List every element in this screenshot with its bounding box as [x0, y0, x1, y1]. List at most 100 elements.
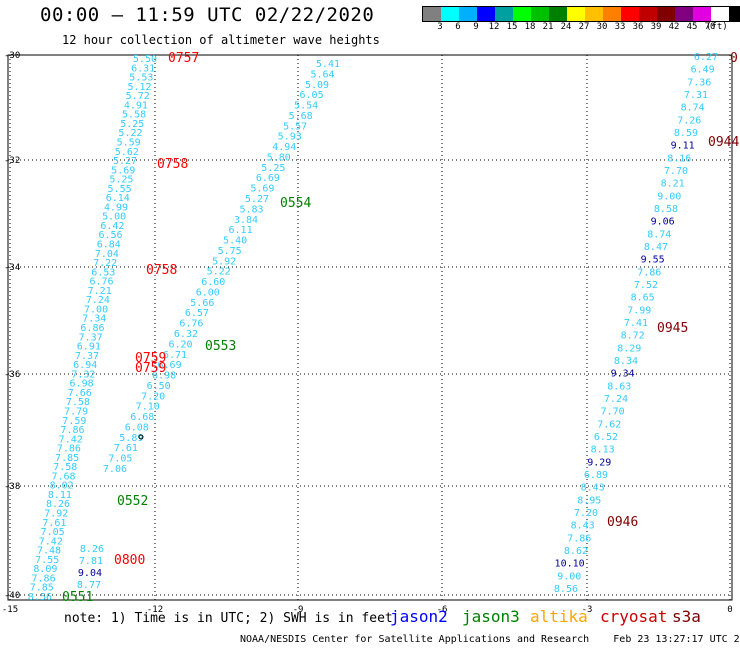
left-track-value: 7.59 [62, 416, 86, 427]
scale-label: 24 [560, 22, 572, 32]
scale-swatch [495, 7, 513, 21]
lon-tick-label: -12 [147, 605, 163, 615]
left-track-value: 6.76 [89, 277, 113, 288]
right-track-value: 8.56 [554, 584, 578, 595]
middle-track-value: 5.80 [267, 152, 291, 163]
scale-swatch [423, 7, 441, 21]
scale-swatch [621, 7, 639, 21]
right-track-value: 8.43 [581, 483, 605, 494]
plot-frame [7, 54, 733, 601]
scale-swatch [531, 7, 549, 21]
middle-track-value: 6.71 [163, 350, 187, 361]
footer-credit: NOAA/NESDIS Center for Satellite Applica… [240, 634, 740, 645]
middle-track-value: 6.57 [185, 308, 209, 319]
scale-label: 15 [506, 22, 518, 32]
left-track-value: 5.72 [126, 91, 150, 102]
right-track-value: 7.99 [627, 305, 651, 316]
middle-track-value: 5.89 [119, 433, 143, 444]
right-track-value: 8.95 [577, 495, 601, 506]
scale-label: 39 [650, 22, 662, 32]
left-track-value: 4.91 [124, 100, 148, 111]
middle-track-value: 6.76 [179, 319, 203, 330]
time-label: 0553 [205, 339, 236, 354]
right-track-value: 7.20 [574, 508, 598, 519]
right-track-value: 9.06 [651, 217, 675, 228]
left-track-value: 8.09 [33, 564, 57, 575]
left-track-value: 5.22 [118, 128, 142, 139]
scale-swatch [459, 7, 477, 21]
right-track-value: 6.49 [691, 65, 715, 76]
left-track-value: 7.86 [60, 425, 84, 436]
lat-tick-label: -40 [4, 591, 20, 601]
satellite-label-jason3: jason3 [462, 607, 520, 626]
middle-track-value: 6.11 [229, 225, 253, 236]
lat-tick-label: -32 [4, 156, 20, 166]
left-track-value: 7.24 [86, 295, 110, 306]
middle-track-value: 5.83 [239, 204, 263, 215]
middle-track-value: 5.75 [218, 246, 242, 257]
middle-track-value: 6.08 [125, 422, 149, 433]
left-track-value: 7.00 [84, 304, 108, 315]
middle-track-value: 5.27 [245, 194, 269, 205]
scale-swatch [477, 7, 495, 21]
time-label: 0 [730, 51, 738, 66]
left-track-value: 8.02 [50, 481, 74, 492]
right-track-value: 7.26 [677, 115, 701, 126]
right-track-value: 7.31 [684, 90, 708, 101]
left-inner-value: 8.77 [77, 580, 101, 591]
right-track-value: 9.00 [657, 191, 681, 202]
scale-label: 45 [686, 22, 698, 32]
time-label: 0944 [708, 135, 739, 150]
middle-track-value: 6.69 [256, 173, 280, 184]
left-track-value: 7.32 [71, 369, 95, 380]
middle-track-value: 5.64 [310, 69, 334, 80]
middle-track-value: 6.20 [168, 339, 192, 350]
lon-tick-label: -3 [582, 605, 593, 615]
left-inner-value: 7.81 [79, 556, 103, 567]
left-track-value: 6.53 [91, 267, 115, 278]
lon-tick-label: -9 [293, 605, 304, 615]
left-track-value: 7.42 [59, 434, 83, 445]
right-track-value: 9.34 [611, 369, 635, 380]
right-track-value: 8.34 [614, 356, 638, 367]
lat-tick-label: -34 [4, 263, 20, 273]
right-track-value: 8.62 [564, 546, 588, 557]
satellite-label-jason2: jason2 [390, 607, 448, 626]
time-label: 0946 [607, 515, 638, 530]
right-track-value: 8.65 [631, 293, 655, 304]
left-track-value: 7.85 [55, 453, 79, 464]
left-track-value: 5.62 [115, 147, 139, 158]
left-track-value: 6.56 [99, 230, 123, 241]
left-inner-value: 8.26 [80, 544, 104, 555]
middle-track-value: 3.84 [234, 215, 258, 226]
scale-swatch [729, 7, 740, 21]
scale-label: 36 [632, 22, 644, 32]
middle-track-value: 5.25 [261, 163, 285, 174]
right-track-value: 6.89 [584, 470, 608, 481]
satellite-label-s3a: s3a [672, 607, 701, 626]
right-track-value: 6.27 [694, 52, 718, 63]
satellite-label-altika: altika [530, 607, 588, 626]
note-text: note: 1) Time is in UTC; 2) SWH is in fe… [64, 611, 393, 626]
right-track-value: 9.29 [587, 457, 611, 468]
left-track-value: 7.68 [51, 471, 75, 482]
lon-tick-label: 0 [727, 605, 732, 615]
right-track-value: 7.86 [567, 533, 591, 544]
scale-swatch [585, 7, 603, 21]
right-track-value: 8.72 [621, 331, 645, 342]
right-track-value: 7.24 [604, 394, 628, 405]
middle-track-value: 5.69 [250, 184, 274, 195]
scale-swatch [549, 7, 567, 21]
middle-track-value: 6.50 [147, 381, 171, 392]
left-track-value: 6.91 [77, 342, 101, 353]
left-track-value: 6.98 [70, 379, 94, 390]
satellite-label-cryosat: cryosat [600, 607, 668, 626]
right-track-value: 8.47 [644, 242, 668, 253]
left-track-value: 7.05 [41, 527, 65, 538]
right-track-value: 7.36 [687, 77, 711, 88]
scale-label: 33 [614, 22, 626, 32]
scale-label: 21 [542, 22, 554, 32]
middle-track-value: 5.09 [305, 80, 329, 91]
left-track-value: 6.31 [131, 63, 155, 74]
